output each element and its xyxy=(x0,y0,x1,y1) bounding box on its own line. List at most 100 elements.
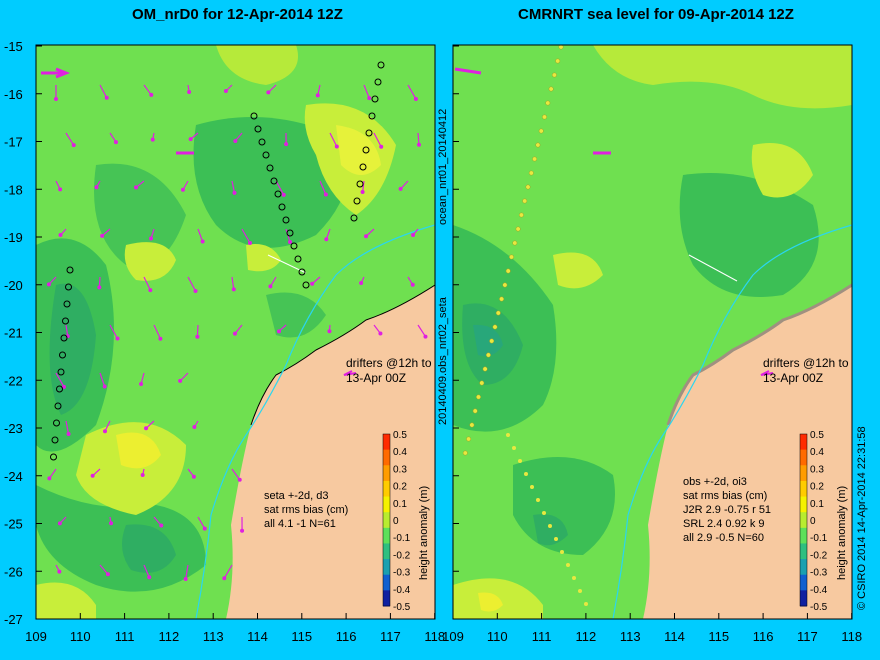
track-dot xyxy=(555,58,561,64)
lon-tick-label: 112 xyxy=(576,629,597,644)
copyright-label: © CSIRO 2014 14-Apr-2014 22:31:58 xyxy=(856,426,868,610)
drifter-head xyxy=(423,334,428,339)
drifter-head xyxy=(202,526,207,531)
lon-tick-label: 110 xyxy=(487,629,508,644)
drifter-head xyxy=(276,329,281,334)
drifter-head xyxy=(231,287,236,292)
track-dot xyxy=(502,282,508,288)
drifter-head xyxy=(100,233,105,238)
track-dot xyxy=(509,254,514,260)
lon-tick-label: 116 xyxy=(753,629,774,644)
left-colorbar-label: height anomaly (m) xyxy=(418,485,430,580)
track-dot xyxy=(560,550,564,554)
lat-tick-label: -19 xyxy=(4,230,23,245)
drifter-head xyxy=(54,97,58,101)
drifter-head xyxy=(413,96,418,101)
drifter-head xyxy=(411,233,416,238)
lon-tick-label: 109 xyxy=(442,629,464,644)
drifter-head xyxy=(327,329,332,334)
track-dot xyxy=(572,576,576,580)
track-dot xyxy=(485,352,491,358)
lon-tick-label: 114 xyxy=(247,629,268,644)
lat-tick-label: -17 xyxy=(4,135,23,150)
lon-tick-label: 116 xyxy=(336,629,357,644)
track-dot xyxy=(584,602,588,606)
track-dot xyxy=(538,128,544,134)
lon-tick-label: 117 xyxy=(797,629,818,644)
drifter-head xyxy=(192,425,197,430)
drifter-head xyxy=(191,474,196,479)
drifter-head xyxy=(378,331,383,336)
drifter-head xyxy=(94,185,99,190)
drifter-head xyxy=(364,234,369,239)
drifter-head xyxy=(232,331,237,336)
lon-tick-label: 112 xyxy=(159,629,180,644)
drifter-head xyxy=(188,137,193,142)
drifter-head xyxy=(187,90,192,95)
track-dot xyxy=(528,170,534,176)
track-dot xyxy=(554,537,558,541)
svg-text:J2R 2.9 -0.75 r 51: J2R 2.9 -0.75 r 51 xyxy=(683,504,771,516)
lat-tick-label: -27 xyxy=(4,612,23,627)
lat-tick-label: -15 xyxy=(4,39,23,54)
drifter-head xyxy=(102,429,107,434)
lat-tick-label: -24 xyxy=(4,469,23,484)
track-dot xyxy=(518,459,522,463)
drifter-head xyxy=(237,477,242,482)
svg-text:13-Apr 00Z: 13-Apr 00Z xyxy=(763,371,823,385)
track-dot xyxy=(499,296,505,302)
lat-tick-label: -21 xyxy=(4,326,23,341)
track-dot xyxy=(512,446,516,450)
track-dot xyxy=(524,472,528,476)
drifter-head xyxy=(134,185,139,190)
drifter-head xyxy=(233,139,238,144)
drifter-head xyxy=(334,144,339,149)
track-dot xyxy=(532,156,538,162)
track-dot xyxy=(476,394,481,400)
drifter-head xyxy=(58,233,63,238)
lat-tick-label: -26 xyxy=(4,564,23,579)
track-dot xyxy=(578,589,582,593)
lon-tick-label: 113 xyxy=(203,629,224,644)
drifter-head xyxy=(149,236,154,241)
svg-text:sat rms bias (cm): sat rms bias (cm) xyxy=(264,504,348,516)
drifter-head xyxy=(105,572,110,577)
drifter-head xyxy=(147,575,152,580)
drifter-head xyxy=(193,288,198,293)
drifter-head xyxy=(158,336,163,341)
track-dot xyxy=(512,240,518,246)
track-dot xyxy=(525,184,531,190)
drifter-head xyxy=(195,334,200,339)
drifter-head xyxy=(183,576,188,581)
drifter-head xyxy=(310,281,315,286)
lon-tick-label: 110 xyxy=(70,629,91,644)
right-map-title: CMRNRT sea level for 09-Apr-2014 12Z xyxy=(518,6,794,23)
lat-tick-label: -16 xyxy=(4,87,23,102)
track-dot xyxy=(542,511,546,515)
drifter-head xyxy=(240,528,245,533)
drifter-head xyxy=(148,288,153,293)
drifter-head xyxy=(315,93,320,98)
svg-text:SRL 2.4 0.92 k 9: SRL 2.4 0.92 k 9 xyxy=(683,518,765,530)
track-dot xyxy=(548,524,552,528)
drifter-head xyxy=(139,382,144,387)
drifter-head xyxy=(360,190,365,195)
drifter-head xyxy=(97,285,102,290)
drifter-head xyxy=(359,281,364,286)
lon-tick-label: 113 xyxy=(620,629,641,644)
track-dot xyxy=(548,86,554,92)
track-dot xyxy=(469,422,475,428)
drifter-head xyxy=(102,384,107,389)
drifter-head xyxy=(367,96,372,101)
drifter-head xyxy=(57,569,62,574)
drifter-head xyxy=(247,240,252,245)
drifter-head xyxy=(379,144,384,149)
track-dot xyxy=(558,45,564,50)
track-dot xyxy=(551,72,557,78)
drifter-head xyxy=(149,92,154,97)
drifter-head xyxy=(178,378,183,383)
drifter-head xyxy=(46,282,51,287)
lon-tick-label: 114 xyxy=(664,629,685,644)
track-dot xyxy=(522,198,528,204)
track-dot xyxy=(515,226,521,232)
